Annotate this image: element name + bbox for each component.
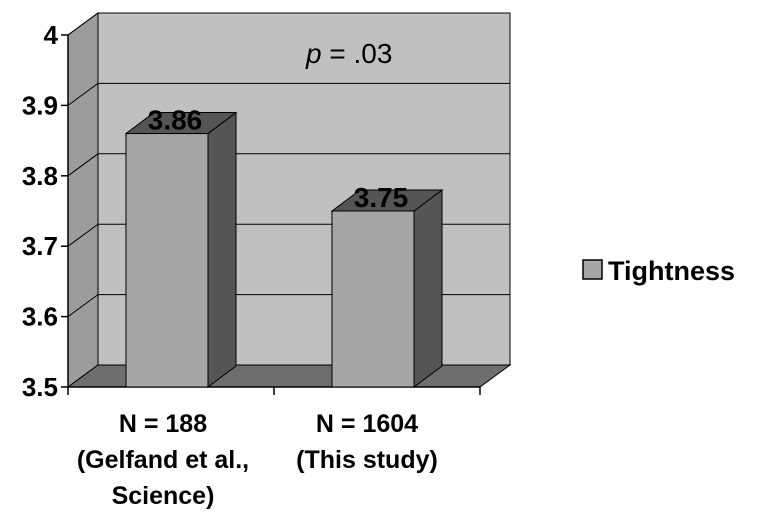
bar xyxy=(331,210,415,388)
x-tick-label: (Gelfand et al., xyxy=(77,446,249,474)
y-tick-label: 3.6 xyxy=(22,302,58,332)
bar xyxy=(125,133,209,388)
side-wall xyxy=(67,12,99,388)
gridline xyxy=(67,12,510,36)
gridline xyxy=(67,153,510,177)
gridline xyxy=(67,82,510,106)
p-symbol: p xyxy=(305,38,322,69)
legend-swatch xyxy=(582,259,603,280)
x-tick-label: Science) xyxy=(112,482,215,510)
data-label: 3.75 xyxy=(354,182,409,213)
data-label: 3.86 xyxy=(148,105,203,136)
y-tick-label: 3.8 xyxy=(22,161,58,191)
legend: Tightness xyxy=(582,256,735,286)
legend-label: Tightness xyxy=(608,256,735,286)
y-tick-label: 3.9 xyxy=(22,90,58,120)
bar-side xyxy=(207,111,237,388)
p-value-annotation: p = .03 xyxy=(305,38,392,69)
bar-side xyxy=(413,189,443,388)
x-tick-label: N = 1604 xyxy=(316,410,418,438)
y-tick-label: 3.7 xyxy=(22,231,58,261)
y-tick-label: 4 xyxy=(44,20,59,50)
p-value: = .03 xyxy=(322,38,393,69)
labels: 3.86 3.75 N = 188 (Gelfand et al., Science) N… xyxy=(77,38,438,510)
x-tick-label: (This study) xyxy=(296,446,438,474)
bars xyxy=(124,111,444,388)
x-tick-label: N = 188 xyxy=(119,410,207,438)
y-tick-label: 3.5 xyxy=(22,372,58,402)
axes: 4 3.9 3.8 3.7 3.6 3.5 xyxy=(22,20,481,402)
